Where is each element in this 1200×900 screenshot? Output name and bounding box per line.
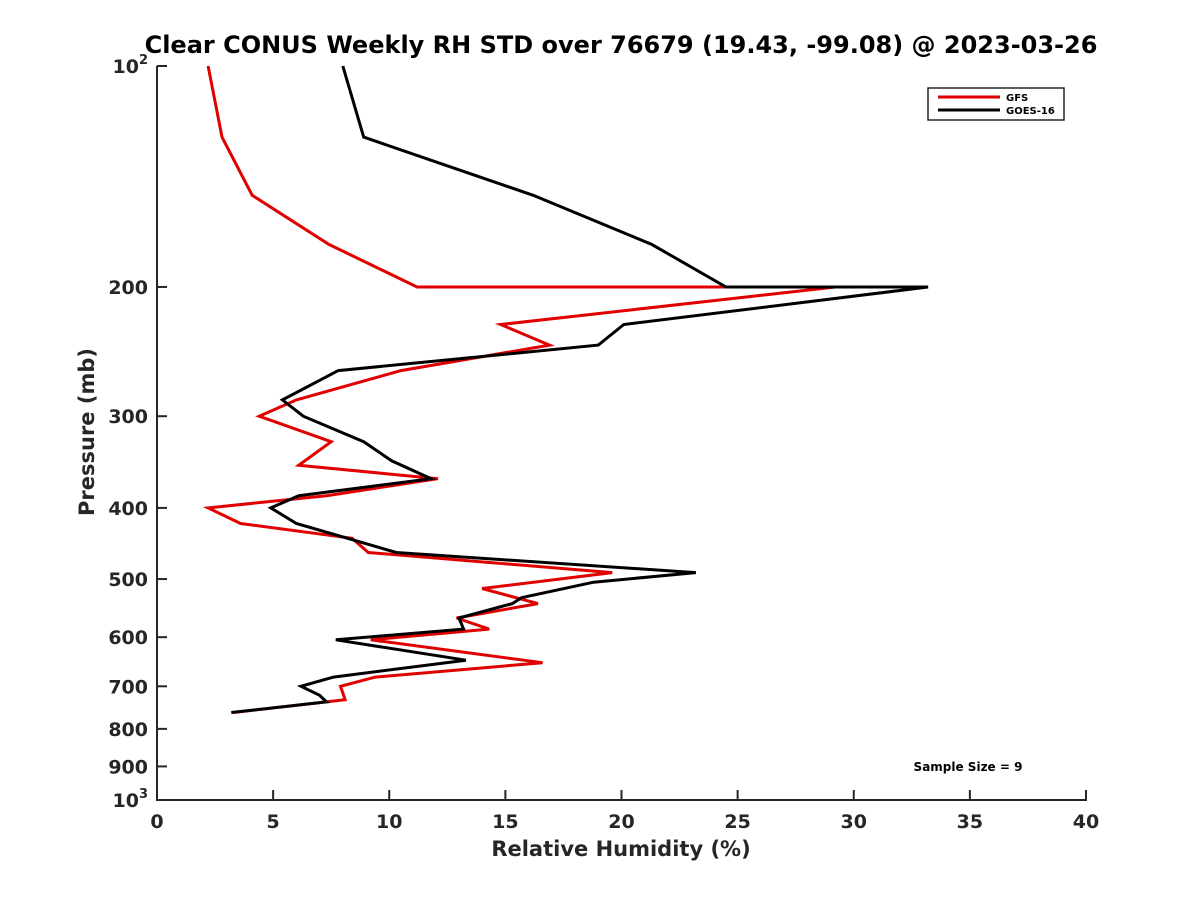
- y-tick-label: 700: [108, 676, 148, 698]
- legend-box: [927, 87, 1065, 121]
- x-tick-label: 20: [608, 811, 634, 833]
- x-tick-label: 25: [724, 811, 750, 833]
- x-tick-label: 35: [957, 811, 983, 833]
- y-tick-label: 102: [113, 53, 149, 78]
- x-axis-label: Relative Humidity (%): [491, 837, 750, 861]
- legend-label: GFS: [1006, 93, 1028, 104]
- plot-background: [157, 66, 1086, 800]
- y-tick-label: 800: [108, 719, 148, 741]
- y-tick-label: 900: [108, 756, 148, 778]
- y-tick-label: 500: [108, 569, 148, 591]
- series-line-goes-16: [231, 65, 929, 714]
- x-tick-label: 10: [376, 811, 402, 833]
- legend: GFS GOES-16: [927, 87, 1065, 121]
- plot-area: [157, 66, 1086, 800]
- x-tick-label: 30: [841, 811, 867, 833]
- y-tick-label: 103: [113, 787, 149, 812]
- x-tick-label: 15: [492, 811, 518, 833]
- x-tick-label: 5: [267, 811, 280, 833]
- y-tick-label: 600: [108, 627, 148, 649]
- ticks-layer: 0 5 10 15 20 25 30 35 40 102 200 300 400 500 600 700 800…: [108, 53, 1099, 833]
- y-axis-label: Pressure (mb): [75, 348, 99, 516]
- series-layer: [202, 65, 929, 714]
- y-tick-label: 200: [108, 277, 148, 299]
- sample-size-annotation: Sample Size = 9: [914, 760, 1023, 774]
- chart-title: Clear CONUS Weekly RH STD over 76679 (19…: [145, 31, 1098, 59]
- x-tick-label: 40: [1073, 811, 1099, 833]
- y-tick-label: 300: [108, 406, 148, 428]
- legend-label: GOES-16: [1006, 106, 1055, 117]
- x-tick-label: 0: [150, 811, 163, 833]
- y-tick-label: 400: [108, 498, 148, 520]
